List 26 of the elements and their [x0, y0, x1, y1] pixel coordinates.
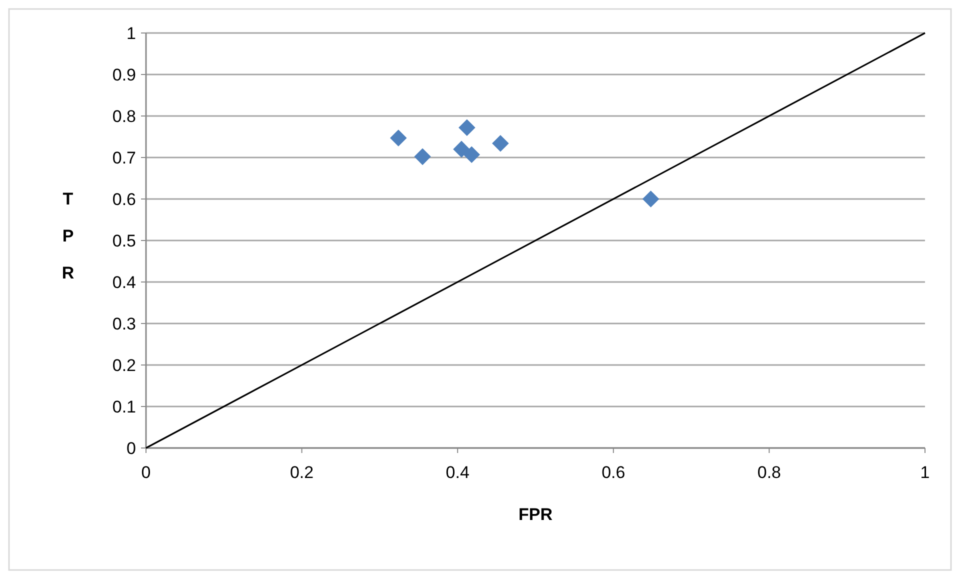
y-tick-label: 0.4	[112, 272, 136, 292]
y-tick-label: 0.5	[112, 231, 136, 250]
x-tick-label: 0.2	[290, 463, 314, 482]
point	[463, 146, 480, 163]
x-tick-label: 0.6	[602, 463, 626, 482]
x-axis-title: FPR	[518, 505, 552, 524]
point	[414, 148, 431, 166]
y-tick-label: 1	[126, 24, 136, 43]
y-tick-label: 0.7	[112, 148, 136, 168]
y-tick-label: 0.8	[112, 106, 136, 126]
point	[492, 134, 509, 152]
x-tick-label: 1	[920, 463, 930, 482]
y-tick-label: 0.2	[112, 356, 136, 375]
y-tick-label: 0.6	[112, 190, 136, 209]
x-tick-label: 0	[141, 463, 151, 482]
y-axis-title: TPR	[62, 190, 74, 282]
point	[453, 140, 470, 158]
x-tick-label: 0.4	[446, 463, 470, 482]
point	[642, 190, 660, 208]
y-tick-label: 0.3	[112, 314, 136, 334]
y-tick-label: 0	[126, 438, 136, 458]
x-tick-label: 0.8	[757, 463, 782, 482]
y-tick-label: 0.9	[112, 65, 136, 84]
point	[390, 130, 407, 146]
point	[458, 119, 476, 136]
y-tick-label: 0.1	[112, 397, 136, 416]
